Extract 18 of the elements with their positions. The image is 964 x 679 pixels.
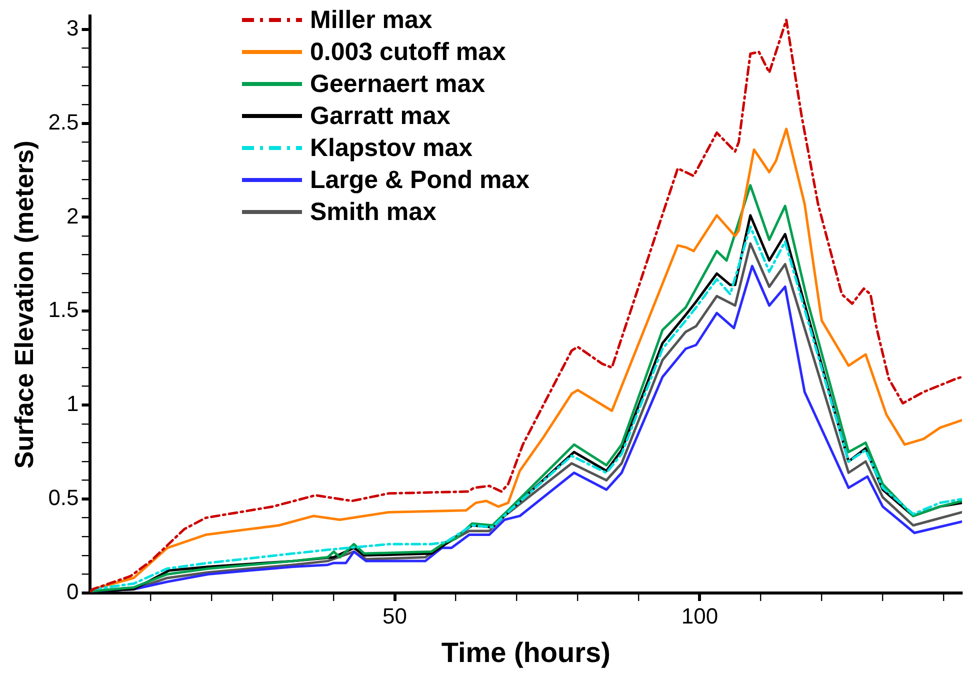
y-tick-label: 2.5 bbox=[48, 109, 79, 134]
legend-label: Miller max bbox=[310, 6, 432, 34]
legend-label: Smith max bbox=[310, 198, 436, 226]
y-tick-label: 3 bbox=[66, 15, 79, 40]
legend-label: 0.003 cutoff max bbox=[310, 38, 506, 66]
y-tick-label: 0.5 bbox=[48, 485, 79, 510]
y-tick-label: 0 bbox=[66, 579, 79, 604]
y-axis-title: Surface Elevation (meters) bbox=[8, 140, 39, 469]
y-tick-label: 2 bbox=[66, 203, 79, 228]
legend-label: Klapstov max bbox=[310, 134, 473, 162]
x-axis-title: Time (hours) bbox=[441, 636, 610, 668]
legend-label: Garratt max bbox=[310, 102, 450, 130]
x-tick-label: 50 bbox=[382, 603, 407, 628]
legend-label: Geernaert max bbox=[310, 70, 486, 98]
y-tick-label: 1.5 bbox=[48, 297, 79, 322]
y-tick-label: 1 bbox=[66, 391, 79, 416]
legend-label: Large & Pond max bbox=[310, 166, 530, 194]
x-tick-label: 100 bbox=[681, 603, 718, 628]
